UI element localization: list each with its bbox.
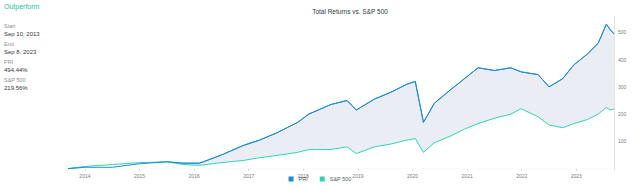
svg-text:2022: 2022 — [516, 173, 527, 179]
html-text:494.44%: 494.44% — [4, 67, 28, 73]
svg-text:PRI: PRI — [299, 176, 309, 182]
svg-text:2017: 2017 — [243, 173, 254, 179]
html-text:Start: Start — [4, 23, 16, 29]
svg-text:2020: 2020 — [407, 173, 418, 179]
svg-text:400: 400 — [618, 57, 627, 63]
html-text:End: End — [4, 41, 14, 47]
svg-text:2023: 2023 — [571, 173, 582, 179]
svg-text:100: 100 — [618, 138, 627, 144]
html-text:219.56%: 219.56% — [4, 85, 28, 91]
html-text:Outperform: Outperform — [4, 3, 40, 10]
svg-text:200: 200 — [618, 111, 627, 117]
html-text:Sep 8, 2023: Sep 8, 2023 — [4, 49, 37, 55]
html-text:PRI: PRI — [4, 59, 14, 65]
svg-text:500: 500 — [618, 29, 627, 35]
svg-text:2019: 2019 — [352, 173, 363, 179]
svg-text:2014: 2014 — [79, 173, 90, 179]
svg-text:2021: 2021 — [462, 173, 473, 179]
svg-text:2016: 2016 — [189, 173, 200, 179]
html-text:Sep 10, 2013: Sep 10, 2013 — [4, 31, 40, 37]
svg-text:Total Returns vs. S&P 500: Total Returns vs. S&P 500 — [312, 8, 388, 15]
svg-text:2015: 2015 — [134, 173, 145, 179]
svg-text:300: 300 — [618, 84, 627, 90]
svg-text:S&P 500: S&P 500 — [330, 176, 352, 182]
html-text:S&P 500: S&P 500 — [4, 77, 26, 83]
